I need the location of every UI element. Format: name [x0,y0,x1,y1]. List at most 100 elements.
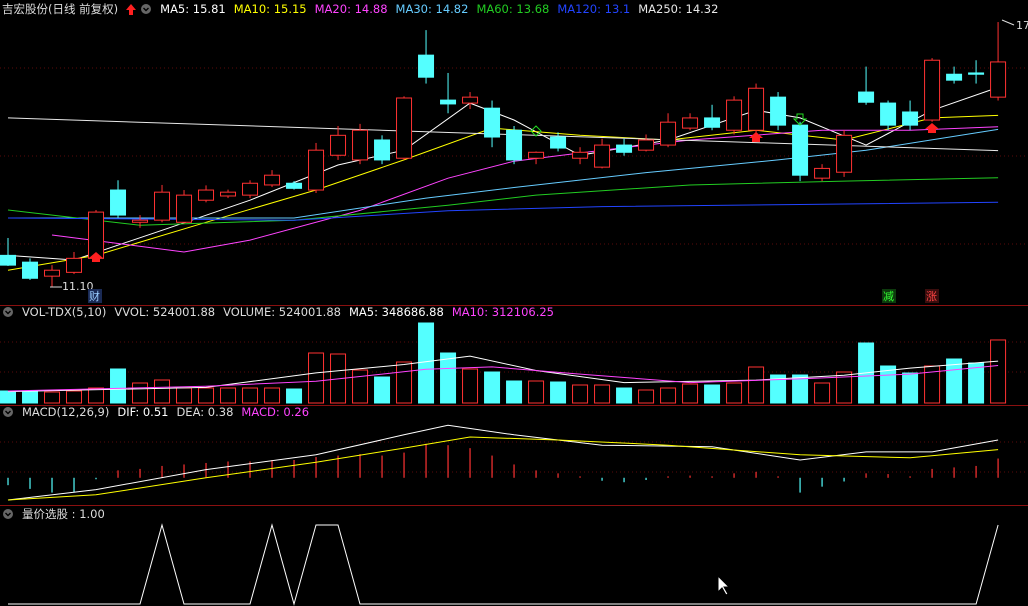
candle-body [242,182,259,196]
dropdown-icon[interactable] [3,407,13,417]
badge[interactable] [88,289,102,303]
legend-name: MACD [241,405,283,419]
legend-value: 15.81 [192,2,226,16]
candle-body [660,121,677,146]
legend-value: 524001.88 [278,305,341,319]
legend-entry: DEA0.38 [176,405,233,419]
macd-header: MACD(12,26,9) DIF0.51 DEA0.38 MACD0.26 [2,404,309,420]
ma-line [7,365,999,392]
dropdown-chevron [5,512,11,517]
volume-bar [660,387,677,404]
candle-body [616,144,633,153]
header-icons[interactable] [126,3,152,15]
candle-body [704,117,721,128]
volume-bar [110,368,127,404]
candle-body [44,269,61,277]
buy-arrow [749,132,763,142]
volume-bar [836,371,853,404]
ma-line [7,86,999,261]
marks [0,22,1007,606]
legend-name: MA30 [396,2,436,16]
candle-body [396,97,413,159]
legend-value: 312106.25 [491,305,554,319]
ma-line [7,201,999,221]
panel-title: 量价选股 [22,507,79,521]
legend-name: MA10 [234,2,274,16]
legend-value: 13.1 [604,2,631,16]
volume-bar [484,371,501,404]
legend-name: MA60 [476,2,516,16]
legend-name: MA250 [638,2,685,16]
candle-body [176,194,193,223]
sell-arrow [792,113,808,126]
dropdown-icon[interactable] [3,307,13,317]
legend-value: 0.38 [207,405,234,419]
header-icons[interactable] [2,406,14,418]
volume-bar [990,339,1007,404]
volume-bar [154,379,171,404]
signal-line [8,523,999,606]
volume-bar [616,387,633,404]
volume-bar [726,382,743,404]
candle-body [286,182,303,189]
legend-entry: MA515.81 [160,2,226,16]
legend-entry: MA3014.82 [396,2,469,16]
volume-bar [572,384,589,404]
badge[interactable] [882,289,896,303]
legend-entry: MA25014.32 [638,2,718,16]
volume-bar [396,361,413,404]
dropdown-icon[interactable] [3,509,13,519]
volume-bar [44,391,61,404]
candle-body [66,257,83,273]
volume-bar [682,383,699,404]
candle-body [0,254,17,266]
ma-line [7,117,999,152]
candle-body [858,91,875,103]
finance-badge[interactable]: 财 [89,289,100,303]
header-icons[interactable] [2,508,14,520]
legend-name: MA5 [160,2,193,16]
badge[interactable] [925,289,939,303]
candle-body [946,73,963,81]
header-icons[interactable] [2,306,14,318]
candle-body [264,174,281,186]
volume-bar [792,374,809,404]
candle-body [440,99,457,105]
reduce-badge[interactable]: 减 [883,290,894,303]
volume-bar [418,322,435,404]
candle-body [748,87,765,131]
legend-entry: DIF0.51 [117,405,168,419]
volume-bar [286,388,303,404]
legend-value: 0.26 [283,405,310,419]
volume-bar [528,380,545,404]
buy-arrow [89,252,103,262]
dropdown-icon[interactable] [141,4,152,14]
candle-body [572,151,589,159]
candle-body [528,151,545,159]
candle-body [418,54,435,78]
candle-body [770,96,787,126]
up-arrow [126,4,137,15]
legend-value: 524001.88 [152,305,216,319]
legend-value: 14.88 [354,2,388,16]
volume-bar [0,390,17,404]
legend-value: 0.51 [142,405,169,419]
candle-body [902,111,919,126]
legend-name: DEA [176,405,207,419]
rise-badge[interactable]: 涨 [926,290,937,303]
ma-line [7,114,999,271]
volume-bar [748,366,765,404]
candle-body [550,136,567,149]
volume-bar [638,389,655,404]
legend-value: 348686.88 [381,305,444,319]
candle-body [110,189,127,216]
volume-bar [902,372,919,404]
legend-name: VVOL [114,305,153,319]
legend-name: VOLUME [223,305,279,319]
candle-body [22,261,39,279]
candle-body [330,134,347,156]
candle-body [924,59,941,121]
volume-bar [176,387,193,404]
candle-body [374,139,391,161]
